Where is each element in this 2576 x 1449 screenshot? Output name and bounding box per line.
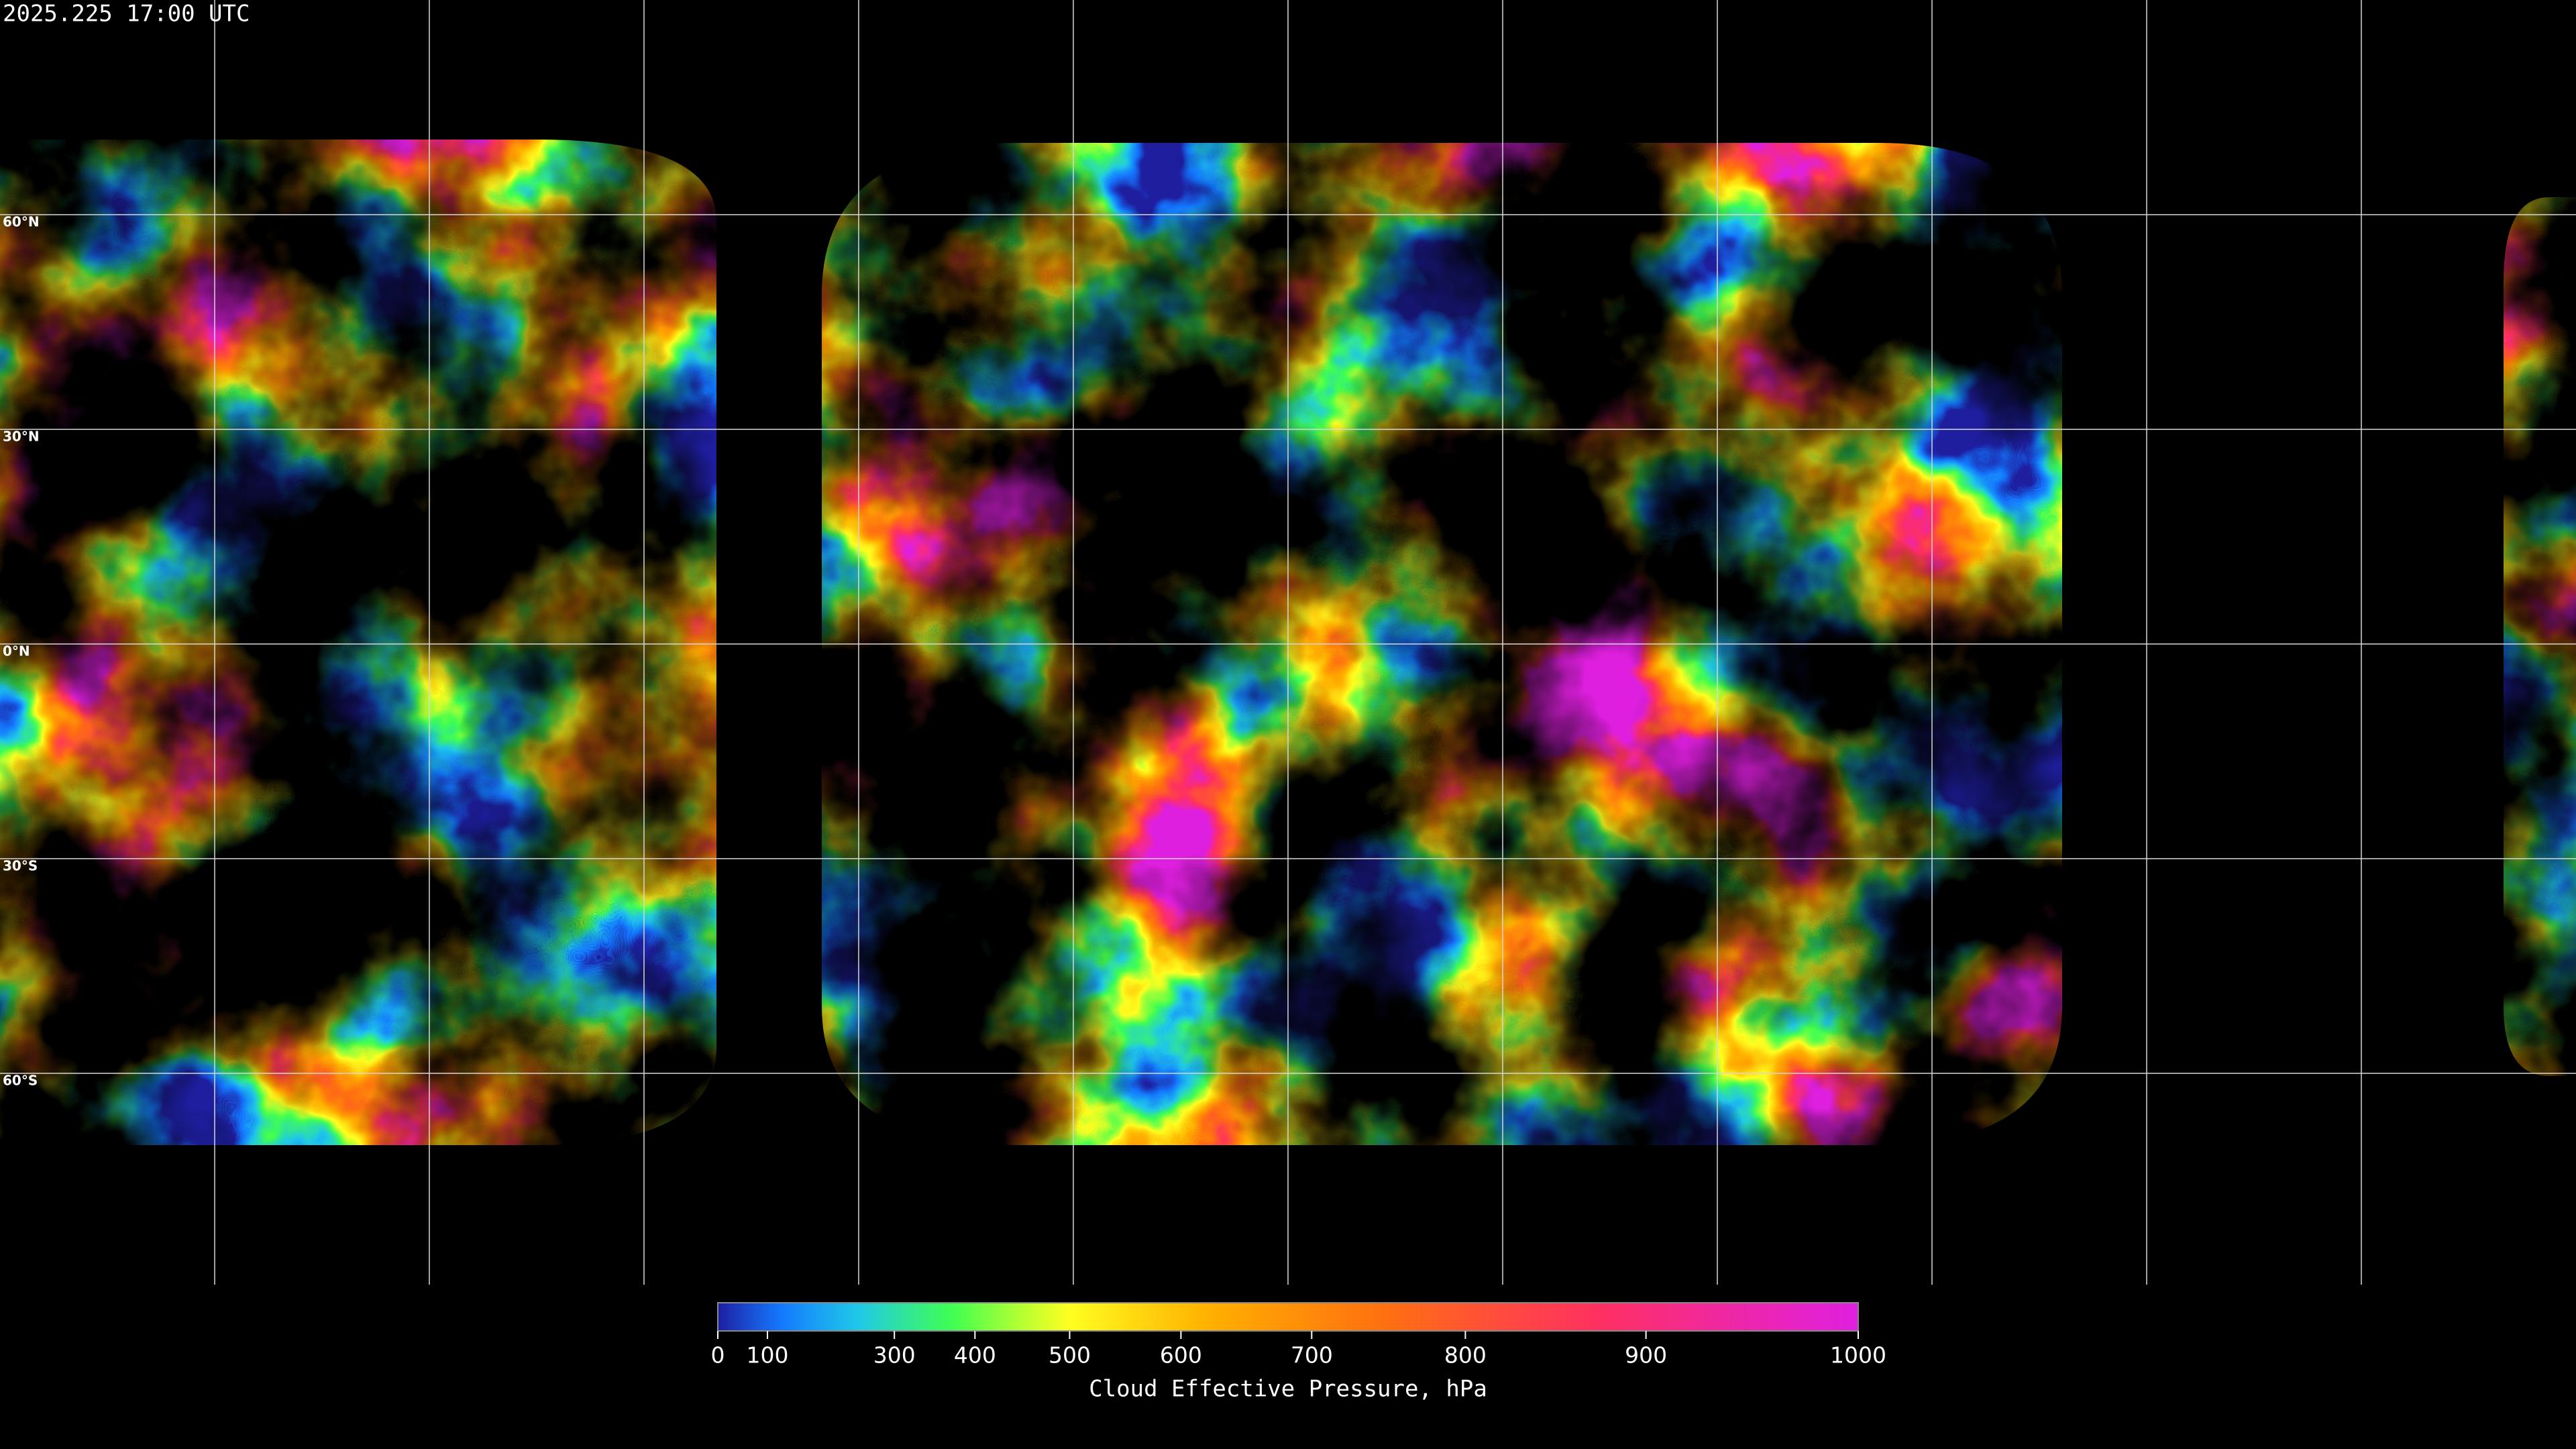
colorbar-tick-label: 100 (747, 1342, 789, 1368)
latitude-label: 0°N (3, 643, 30, 659)
colorbar-tick-label: 700 (1291, 1342, 1333, 1368)
colorbar-tick-label: 800 (1444, 1342, 1487, 1368)
colorbar-tick-label: 400 (954, 1342, 996, 1368)
colorbar-tick-label: 900 (1625, 1342, 1667, 1368)
latitude-label: 30°N (3, 429, 40, 445)
colorbar-tick-label: 600 (1160, 1342, 1202, 1368)
latitude-label: 60°S (3, 1073, 38, 1089)
latitude-label: 60°N (3, 214, 40, 230)
colorbar-tick-label: 500 (1049, 1342, 1091, 1368)
colorbar-tick-label: 1000 (1830, 1342, 1886, 1368)
colorbar-tick-label: 0 (711, 1342, 725, 1368)
colorbar (717, 1302, 1859, 1332)
graticule (0, 0, 2576, 1285)
colorbar-title: Cloud Effective Pressure, hPa (1089, 1376, 1487, 1403)
latitude-label: 30°S (3, 858, 38, 874)
colorbar-tick-label: 300 (873, 1342, 916, 1368)
timestamp: 2025.225 17:00 UTC (3, 1, 250, 28)
